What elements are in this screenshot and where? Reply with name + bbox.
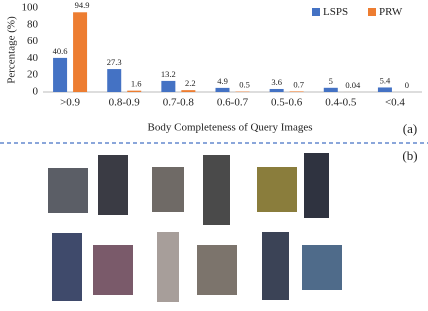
photo <box>262 232 289 300</box>
bar <box>181 90 195 92</box>
y-tick-label: 20 <box>27 69 39 81</box>
value-label: 40.6 <box>53 46 68 56</box>
legend-swatch <box>312 8 320 16</box>
photo <box>152 167 184 212</box>
photo <box>197 245 237 295</box>
x-tick-label: <0.4 <box>385 97 405 109</box>
y-tick-label: 80 <box>27 18 39 30</box>
y-tick-label: 100 <box>22 2 39 14</box>
photo <box>157 232 179 302</box>
legend-swatch <box>368 8 376 16</box>
photo <box>257 167 297 212</box>
value-label: 5.4 <box>380 75 391 85</box>
query-images <box>48 153 342 302</box>
x-tick-label: 0.8-0.9 <box>109 97 141 109</box>
photo <box>304 153 329 218</box>
value-label: 0.04 <box>345 80 361 90</box>
photo <box>98 155 128 215</box>
value-label: 27.3 <box>107 57 122 67</box>
bar <box>53 58 67 92</box>
value-label: 3.6 <box>271 77 282 87</box>
x-axis-label: Body Completeness of Query Images <box>148 122 313 134</box>
x-tick-label: 0.4-0.5 <box>325 97 357 109</box>
photo <box>302 245 342 290</box>
x-tick-label: 0.5-0.6 <box>271 97 303 109</box>
photo <box>48 168 88 213</box>
value-label: 1.6 <box>131 79 142 89</box>
value-label: 5 <box>329 76 333 86</box>
value-label: 2.2 <box>185 78 196 88</box>
value-label: 0.7 <box>293 79 304 89</box>
panel-label: (a) <box>403 121 417 136</box>
x-tick-label: 0.7-0.8 <box>163 97 195 109</box>
bar <box>270 89 284 92</box>
bar <box>290 91 304 92</box>
bar <box>378 87 392 92</box>
legend-label: PRW <box>379 6 403 18</box>
value-label: 4.9 <box>217 76 228 86</box>
value-label: 94.9 <box>75 0 90 10</box>
y-tick-label: 40 <box>27 52 39 64</box>
photo <box>93 245 133 295</box>
bar <box>324 88 338 92</box>
bar <box>107 69 121 92</box>
legend-label: LSPS <box>323 6 348 18</box>
y-tick-label: 0 <box>33 86 39 98</box>
photo <box>52 233 82 301</box>
value-label: 0 <box>405 80 409 90</box>
value-label: 13.2 <box>161 69 176 79</box>
y-tick-label: 60 <box>27 35 39 47</box>
bar <box>161 81 175 92</box>
bar <box>216 88 230 92</box>
panel-label: (b) <box>402 148 417 163</box>
bar <box>73 12 87 92</box>
y-axis-label: Percentage (%) <box>6 16 18 84</box>
bar <box>127 91 141 92</box>
x-tick-label: >0.9 <box>60 97 80 109</box>
value-label: 0.5 <box>239 80 250 90</box>
x-tick-label: 0.6-0.7 <box>217 97 249 109</box>
photo <box>203 155 230 225</box>
